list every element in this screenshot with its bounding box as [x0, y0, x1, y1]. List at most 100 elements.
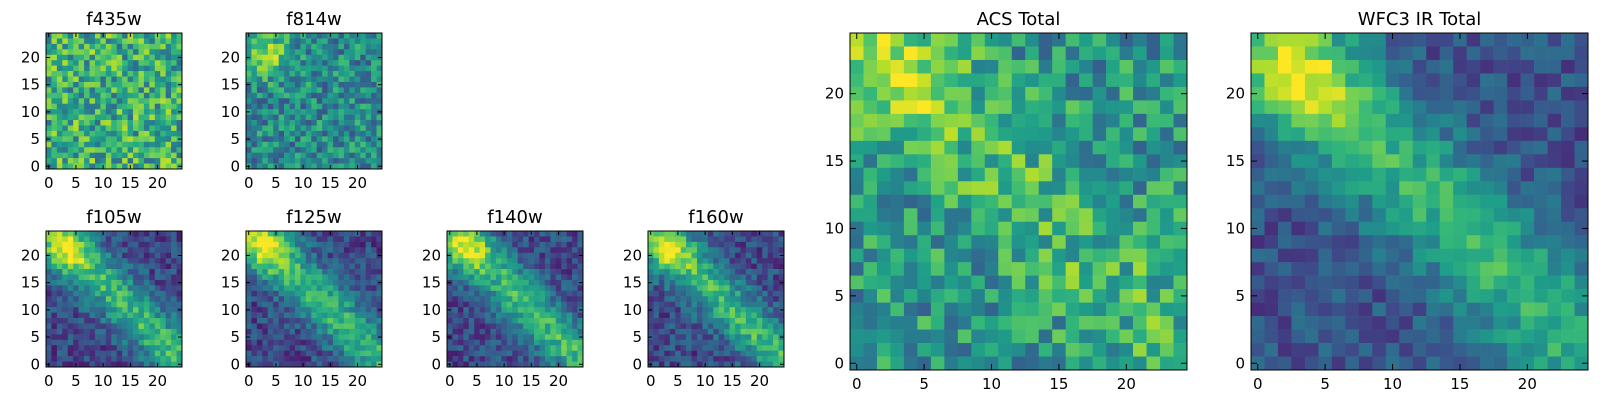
heatmap-cell: [51, 81, 58, 88]
heatmap-cell: [517, 361, 524, 368]
heatmap-cell: [51, 269, 58, 275]
heatmap-cell: [707, 285, 714, 292]
heatmap-cell: [46, 312, 52, 319]
heatmap-cell: [262, 81, 269, 88]
heatmap-cell: [745, 236, 752, 243]
heatmap-cell: [751, 312, 758, 319]
x-tick-label: 10: [696, 372, 715, 390]
heatmap-cell: [56, 258, 63, 264]
heatmap-cell: [702, 241, 709, 248]
heatmap-cell: [67, 279, 74, 286]
heatmap-cell: [485, 312, 491, 319]
heatmap-cell: [94, 258, 101, 264]
heatmap-cell: [371, 87, 377, 94]
heatmap-cell: [94, 279, 101, 286]
heatmap-cell: [122, 125, 128, 132]
heatmap-cell: [724, 328, 730, 335]
heatmap-cell: [566, 361, 573, 368]
heatmap-cell: [165, 274, 172, 281]
heatmap-cell: [1358, 181, 1373, 196]
heatmap-cell: [664, 334, 671, 341]
heatmap-cell: [256, 339, 263, 346]
heatmap-cell: [1426, 194, 1441, 209]
heatmap-cell: [474, 345, 480, 351]
heatmap-cell: [572, 269, 578, 275]
heatmap-cell: [262, 345, 269, 351]
heatmap-cell: [1052, 275, 1066, 290]
heatmap-cell: [669, 307, 676, 313]
heatmap-cell: [343, 312, 350, 319]
heatmap-cell: [735, 323, 741, 330]
heatmap-cell: [84, 247, 90, 254]
heatmap-cell: [116, 152, 123, 159]
heatmap-cell: [664, 258, 671, 264]
heatmap-cell: [105, 136, 112, 143]
heatmap-cell: [294, 361, 301, 368]
heatmap-cell: [51, 231, 58, 237]
heatmap-cell: [1318, 140, 1333, 155]
heatmap-cell: [343, 339, 350, 346]
heatmap-cell: [322, 296, 328, 303]
heatmap-cell: [724, 318, 730, 324]
heatmap-cell: [338, 361, 345, 368]
heatmap-cell: [1385, 208, 1400, 223]
heatmap-cell: [333, 334, 339, 341]
heatmap-cell: [143, 60, 150, 66]
heatmap-cell: [1439, 33, 1454, 47]
heatmap-cell: [1038, 194, 1053, 209]
heatmap-cell: [1412, 235, 1427, 249]
heatmap-cell: [1106, 343, 1120, 357]
heatmap-cell: [160, 98, 166, 105]
heatmap-cell: [1146, 73, 1161, 88]
heatmap-cell: [273, 54, 279, 61]
heatmap-cell: [349, 241, 356, 248]
heatmap-cell: [246, 114, 252, 121]
heatmap-cell: [686, 350, 692, 357]
heatmap-cell: [1173, 262, 1188, 276]
heatmap-cell: [354, 152, 361, 159]
heatmap-cell: [1119, 316, 1134, 330]
heatmap-cell: [468, 258, 475, 264]
heatmap-cell: [998, 86, 1013, 101]
heatmap-cell: [648, 318, 654, 324]
heatmap-cell: [300, 130, 307, 137]
heatmap-cell: [262, 334, 269, 341]
heatmap-cell: [669, 241, 676, 248]
plot-frame: [446, 230, 584, 368]
heatmap-cell: [78, 339, 85, 346]
heatmap-cell: [1106, 194, 1120, 209]
heatmap-cell: [338, 258, 345, 264]
heatmap-cell: [327, 136, 334, 143]
heatmap-cell: [305, 141, 312, 148]
heatmap-cell: [1106, 113, 1120, 128]
heatmap-cell: [1561, 46, 1575, 61]
heatmap-cell: [289, 312, 296, 319]
heatmap-cell: [653, 345, 660, 351]
heatmap-cell: [171, 152, 177, 159]
heatmap-cell: [300, 158, 307, 164]
heatmap-cell: [729, 350, 736, 357]
heatmap-cell: [278, 103, 285, 110]
heatmap-cell: [67, 114, 74, 121]
heatmap-cell: [149, 114, 156, 121]
heatmap-cell: [566, 339, 573, 346]
heatmap-cell: [262, 258, 269, 264]
heatmap-cell: [316, 301, 323, 308]
heatmap-cell: [111, 33, 118, 39]
heatmap-cell: [577, 312, 584, 319]
heatmap-cell: [256, 43, 263, 50]
heatmap-cell: [327, 345, 334, 351]
heatmap-cell: [354, 114, 361, 121]
heatmap-cell: [479, 290, 486, 297]
heatmap-cell: [278, 263, 285, 270]
heatmap-cell: [284, 328, 290, 335]
heatmap-cell: [143, 125, 150, 132]
heatmap-cell: [165, 158, 172, 164]
heatmap-cell: [566, 241, 573, 248]
heatmap-cell: [1146, 316, 1161, 330]
heatmap-cell: [729, 356, 736, 362]
heatmap-cell: [669, 323, 676, 330]
heatmap-cell: [506, 301, 513, 308]
heatmap-cell: [311, 247, 318, 254]
heatmap-cell: [1399, 59, 1414, 74]
